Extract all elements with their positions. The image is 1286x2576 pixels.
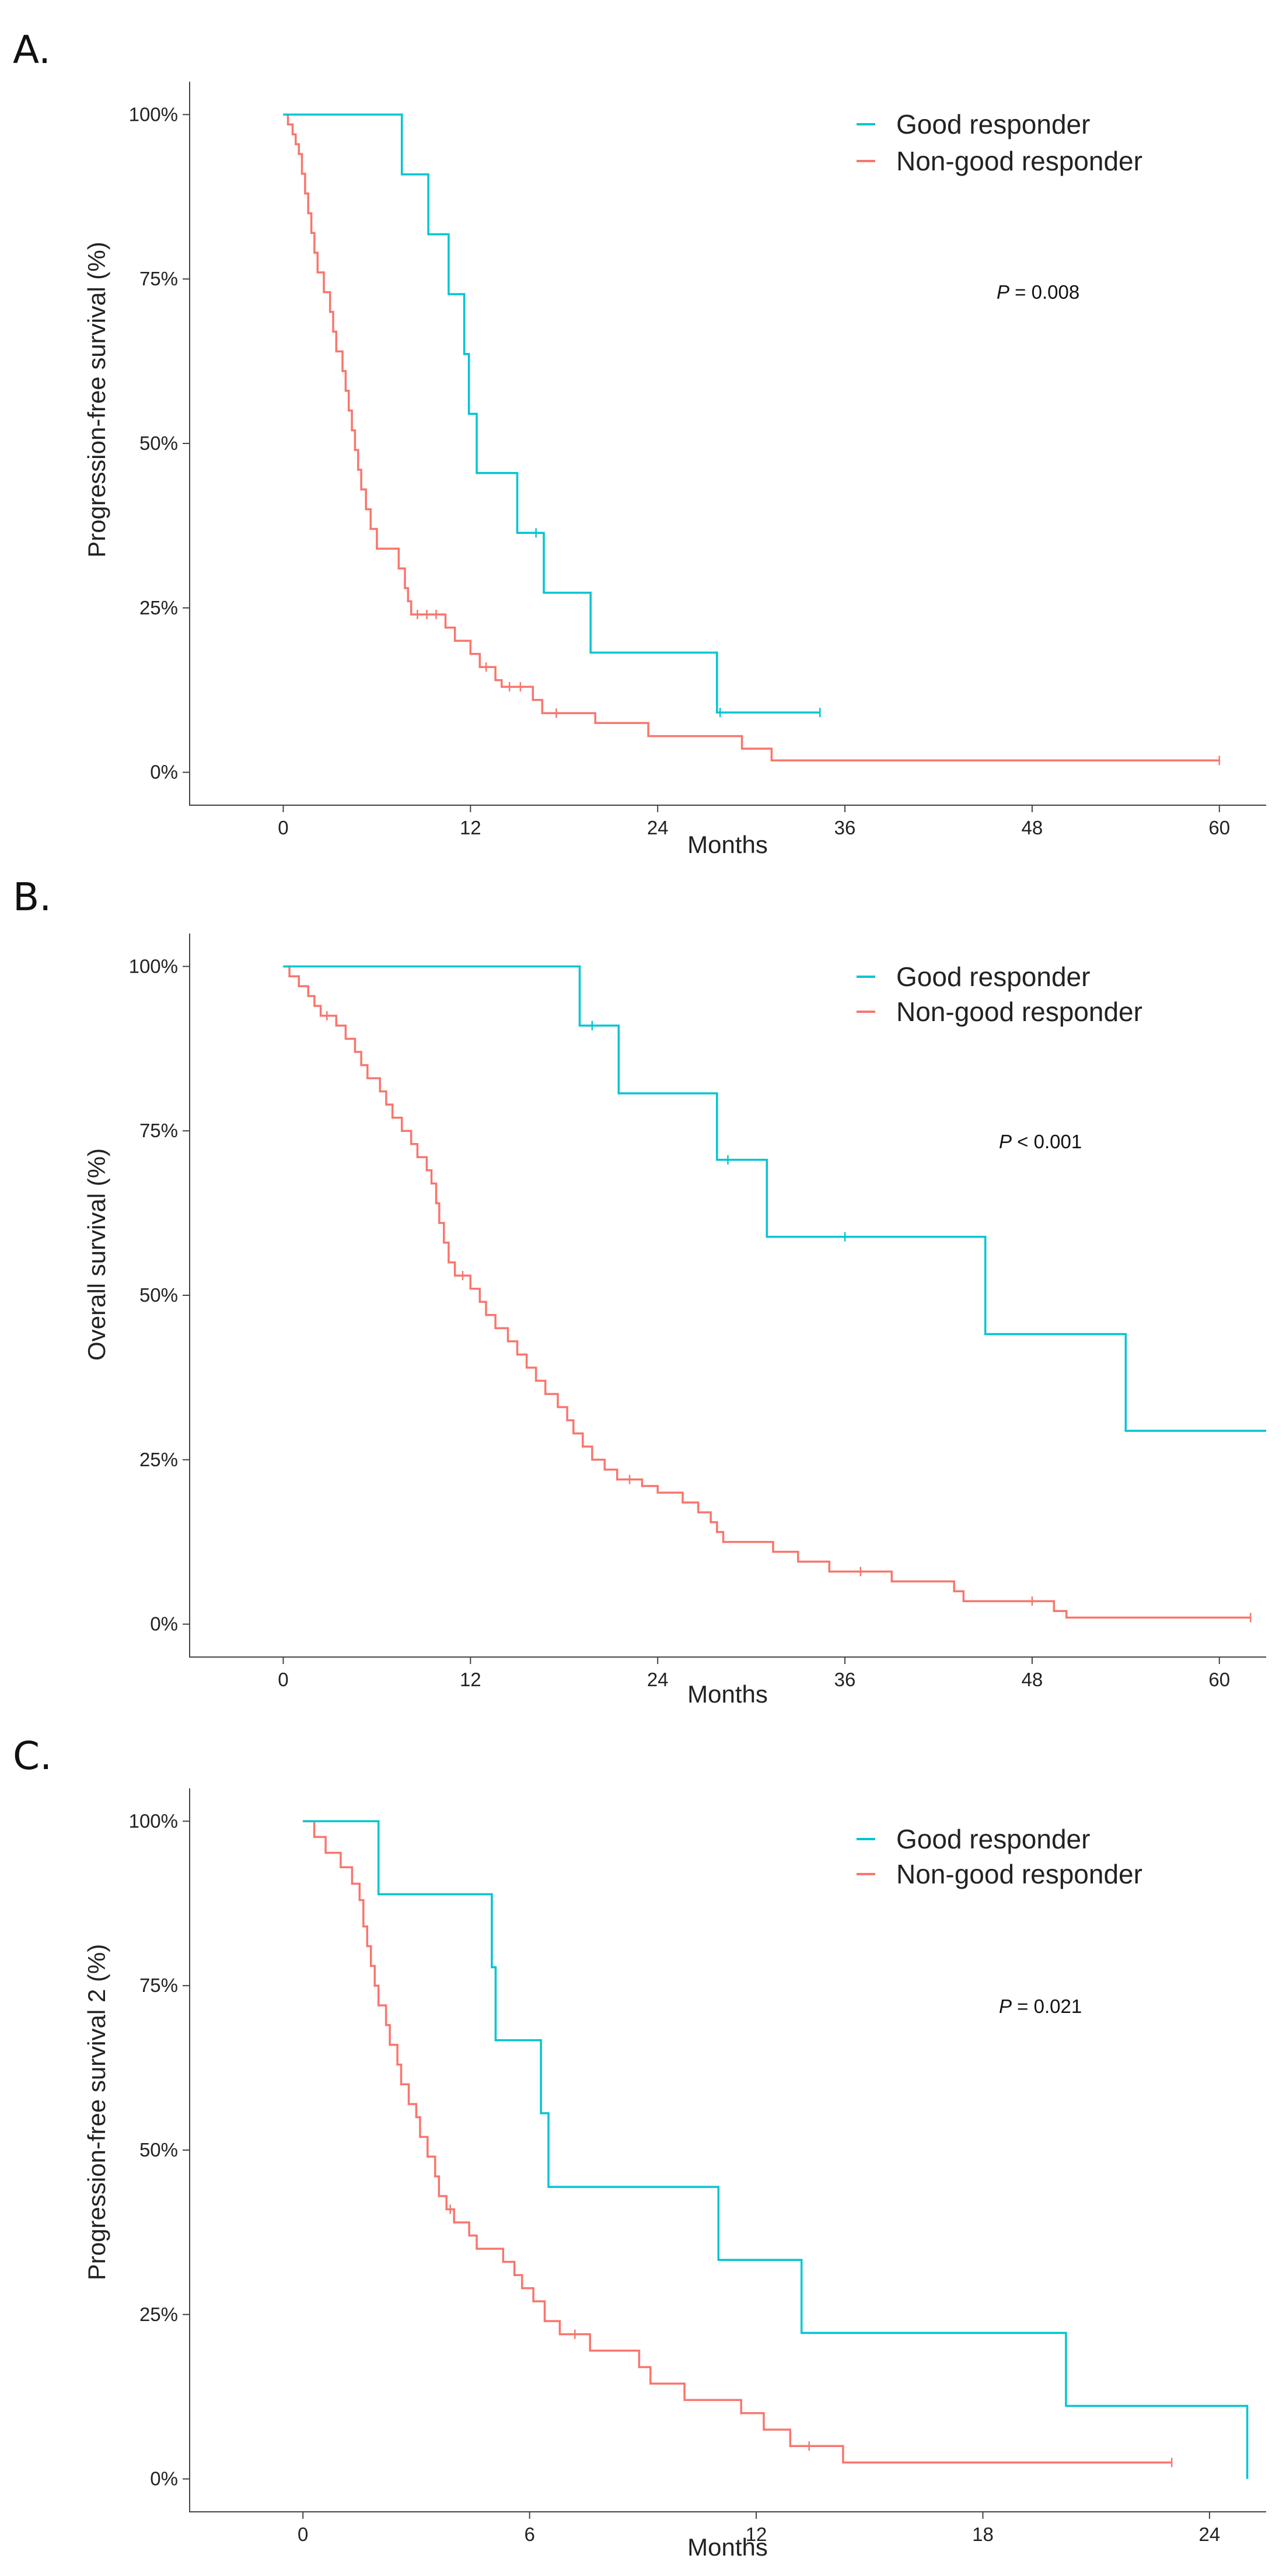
km-curve-good — [283, 113, 820, 714]
p-value-annotation: P < 0.001 — [999, 1131, 1082, 1152]
x-tick-label: 60 — [1208, 1669, 1230, 1690]
y-tick-label: 100% — [129, 1810, 178, 1831]
panel-label: C. — [13, 1733, 52, 1778]
y-tick-label: 50% — [139, 1284, 178, 1306]
x-tick-label: 12 — [460, 1669, 481, 1690]
x-tick-label: 24 — [1199, 2523, 1221, 2545]
legend-label-good: Good responder — [896, 1824, 1090, 1854]
legend-label-good: Good responder — [896, 962, 1090, 992]
curve-group — [283, 965, 1266, 1623]
p-value-text: = 0.021 — [1012, 1995, 1082, 2017]
y-tick-label: 100% — [129, 955, 178, 977]
x-tick-label: 12 — [746, 2523, 767, 2545]
y-axis-label: Progression-free survival 2 (%) — [83, 1944, 110, 2281]
x-tick-label: 0 — [278, 1669, 288, 1690]
y-axis-label: Overall survival (%) — [83, 1148, 110, 1361]
axes-frame — [189, 1788, 1266, 2512]
legend: Good responder Non-good responder — [857, 1824, 1142, 1889]
y-tick-label: 25% — [139, 597, 178, 618]
legend-label-good: Good responder — [896, 109, 1090, 139]
km-curve-non-good — [283, 965, 1251, 1619]
axes-frame — [189, 82, 1266, 806]
x-tick-label: 60 — [1208, 817, 1230, 838]
y-tick-label: 0% — [150, 761, 178, 783]
legend-label-non-good: Non-good responder — [896, 146, 1142, 176]
panel-c: C. 0 6 12 18 24 0% 25% 50% 75% 100% Months Progre… — [13, 1733, 1266, 2561]
panel-a: A. 0 12 24 36 48 60 0% 25% 50% 75% 100% Months Pro… — [13, 27, 1266, 858]
x-tick-label: 12 — [460, 817, 481, 838]
km-curve-good — [303, 1820, 1249, 2479]
legend: Good responder Non-good responder — [857, 962, 1142, 1027]
y-tick-label: 0% — [150, 1613, 178, 1635]
y-axis-label: Progression-free survival (%) — [83, 242, 110, 558]
km-curve-non-good — [283, 113, 1219, 762]
legend: Good responder Non-good responder — [857, 109, 1142, 176]
x-tick-label: 6 — [524, 2523, 534, 2545]
tick-group: 0 12 24 36 48 60 0% 25% 50% 75% 100% — [129, 955, 1231, 1690]
y-tick-label: 50% — [139, 2139, 178, 2161]
p-value-text: < 0.001 — [1012, 1131, 1082, 1152]
x-axis-label: Months — [687, 2533, 768, 2561]
panel-b: B. 0 12 24 36 48 60 0% 25% 50% 75% 100% Months Ove… — [13, 875, 1266, 1708]
x-axis-label: Months — [687, 1680, 768, 1708]
p-value-text: = 0.008 — [1009, 281, 1079, 303]
tick-group: 0 6 12 18 24 0% 25% 50% 75% 100% — [129, 1810, 1221, 2545]
x-tick-label: 36 — [834, 817, 856, 838]
legend-label-non-good: Non-good responder — [896, 997, 1142, 1027]
p-value-symbol: P — [997, 281, 1009, 303]
y-tick-label: 0% — [150, 2468, 178, 2490]
p-value-symbol: P — [999, 1131, 1012, 1152]
p-value-annotation: P = 0.021 — [999, 1995, 1082, 2017]
panel-label: A. — [13, 27, 51, 72]
y-tick-label: 75% — [139, 268, 178, 289]
x-tick-label: 24 — [647, 1669, 669, 1690]
y-tick-label: 75% — [139, 1974, 178, 1996]
x-tick-label: 24 — [647, 817, 669, 838]
curve-group — [303, 1820, 1249, 2479]
tick-group: 0 12 24 36 48 60 0% 25% 50% 75% 100% — [129, 103, 1231, 838]
km-curve-good — [283, 965, 1266, 1432]
km-curve-non-good — [303, 1820, 1172, 2464]
y-tick-label: 25% — [139, 1449, 178, 1470]
x-axis-label: Months — [687, 831, 768, 858]
x-tick-label: 0 — [298, 2523, 308, 2545]
p-value-symbol: P — [999, 1995, 1012, 2017]
x-tick-label: 36 — [834, 1669, 856, 1690]
y-tick-label: 100% — [129, 103, 178, 125]
panel-label: B. — [13, 875, 51, 920]
y-tick-label: 25% — [139, 2304, 178, 2325]
y-tick-label: 50% — [139, 432, 178, 454]
x-tick-label: 0 — [278, 817, 288, 838]
p-value-annotation: P = 0.008 — [997, 281, 1079, 303]
legend-label-non-good: Non-good responder — [896, 1859, 1142, 1889]
axes-frame — [189, 934, 1266, 1658]
x-tick-label: 48 — [1022, 1669, 1043, 1690]
curve-group — [283, 113, 1221, 766]
y-tick-label: 75% — [139, 1120, 178, 1141]
x-tick-label: 48 — [1022, 817, 1043, 838]
x-tick-label: 18 — [972, 2523, 994, 2545]
